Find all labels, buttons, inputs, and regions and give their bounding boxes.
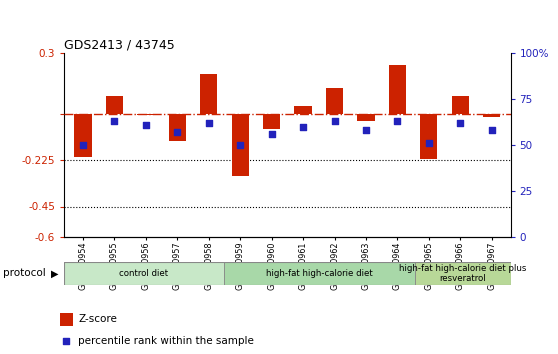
Bar [263,114,280,129]
Point [362,127,371,133]
Bar [357,114,374,121]
Bar [60,313,74,326]
Point [487,127,496,133]
Point [330,118,339,124]
Point [425,141,434,146]
Bar [64,262,224,285]
Bar [389,65,406,114]
Bar [137,114,155,115]
Text: GDS2413 / 43745: GDS2413 / 43745 [64,39,175,52]
Point [141,122,150,128]
Bar [169,114,186,141]
Bar [232,114,249,176]
Point [299,124,307,130]
Point [456,120,465,126]
Point [173,130,182,135]
Bar [483,114,501,116]
Point [204,120,213,126]
Point [235,142,244,148]
Bar [420,114,437,159]
Bar [74,114,92,158]
Point [79,142,88,148]
Point [110,118,119,124]
Bar [200,74,218,114]
Point [393,118,402,124]
Text: high-fat high-calorie diet: high-fat high-calorie diet [266,269,373,278]
Bar [106,96,123,114]
Bar [451,96,469,114]
Bar [326,88,343,114]
Text: ▶: ▶ [51,268,59,278]
Point [61,338,70,344]
Text: protocol: protocol [3,268,46,278]
Text: control diet: control diet [119,269,169,278]
Bar [224,262,415,285]
Text: percentile rank within the sample: percentile rank within the sample [79,336,254,346]
Text: high-fat high-calorie diet plus
resveratrol: high-fat high-calorie diet plus resverat… [399,264,526,283]
Point [267,131,276,137]
Bar [415,262,511,285]
Text: Z-score: Z-score [79,314,117,325]
Bar [295,106,312,114]
